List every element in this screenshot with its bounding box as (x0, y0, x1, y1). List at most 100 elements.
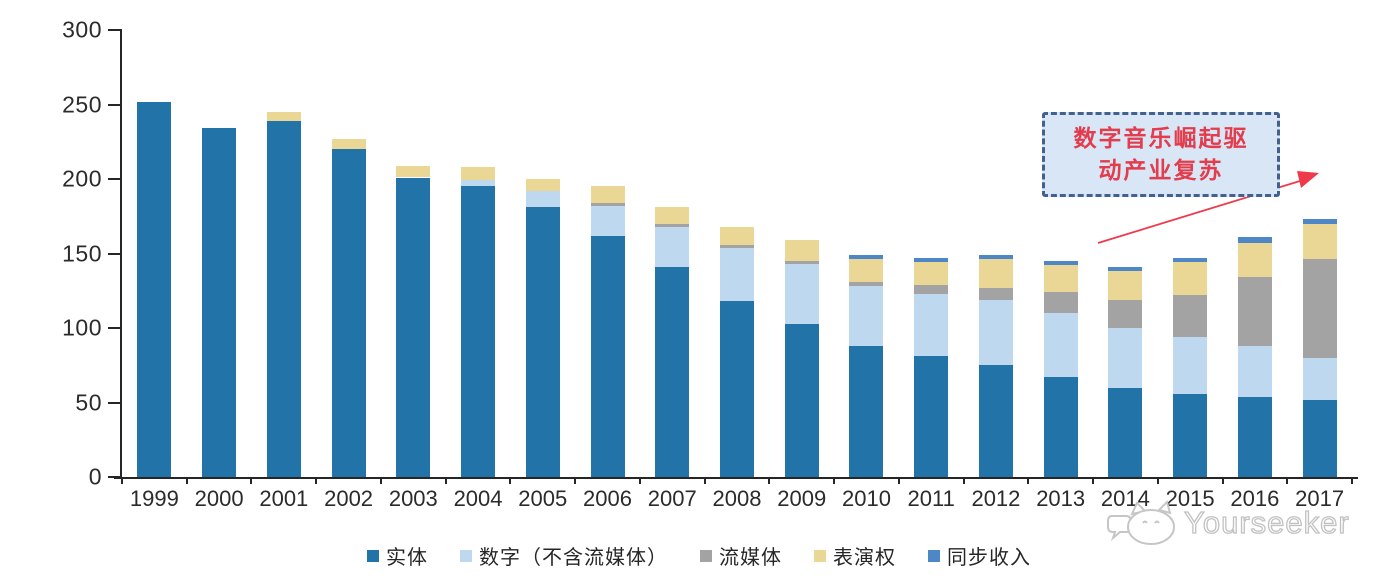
bar-segment-2011 (914, 284, 949, 294)
bar-segment-2006 (590, 235, 625, 477)
bar-segment-2016 (1237, 243, 1272, 278)
bar-segment-2002 (331, 149, 366, 477)
y-tick-label: 250 (62, 91, 102, 117)
chart-legend: 实体 数字（不含流媒体） 流媒体 表演权 同步收入 (367, 541, 1031, 570)
x-tick-label-2010: 2010 (841, 486, 891, 511)
x-tick-mark (379, 477, 382, 484)
legend-swatch-icon (367, 549, 379, 562)
bar-segment-2015 (1173, 393, 1208, 477)
x-tick-mark (1156, 477, 1159, 484)
bar-segment-2016 (1237, 237, 1272, 244)
x-tick-label-2017: 2017 (1295, 486, 1345, 511)
legend-item: 数字（不含流媒体） (460, 541, 668, 570)
bar-segment-2006 (590, 186, 625, 203)
bar-segment-2009 (784, 263, 819, 324)
x-tick-label-2004: 2004 (453, 486, 503, 511)
bar-segment-2007 (655, 266, 690, 477)
legend-swatch-icon (928, 549, 940, 562)
legend-item: 实体 (367, 541, 428, 570)
x-tick-label-2009: 2009 (777, 486, 827, 511)
y-tick-label: 150 (62, 240, 102, 266)
y-tick-mark (108, 327, 120, 329)
legend-swatch-icon (814, 549, 826, 562)
y-tick-mark (108, 401, 120, 404)
bar-segment-2015 (1173, 262, 1208, 296)
bar-segment-2007 (655, 207, 690, 224)
bar-segment-2007 (655, 223, 690, 227)
x-tick-label-2013: 2013 (1036, 486, 1086, 511)
y-tick-label: 300 (62, 16, 102, 43)
legend-item: 同步收入 (928, 541, 1031, 570)
bar-segment-2010 (849, 259, 884, 282)
bar-segment-2016 (1237, 277, 1272, 346)
x-tick-mark (1027, 477, 1030, 484)
x-axis-line (114, 477, 1358, 479)
x-tick-label-2012: 2012 (971, 486, 1021, 511)
bar-segment-2010 (849, 286, 884, 346)
bar-segment-2014 (1108, 271, 1143, 300)
x-tick-label-1999: 1999 (129, 486, 179, 511)
watermark-brand: Yourseeker (1183, 504, 1350, 540)
legend-item: 表演权 (814, 541, 896, 570)
bar-segment-2003 (396, 165, 431, 178)
x-tick-mark (444, 477, 447, 484)
y-tick-mark (108, 103, 120, 106)
legend-swatch-icon (460, 549, 472, 562)
bar-segment-2010 (849, 281, 884, 287)
x-tick-label-2015: 2015 (1165, 486, 1215, 511)
y-tick-mark (108, 252, 120, 255)
bar-segment-2004 (461, 186, 496, 477)
y-tick-label: 50 (75, 389, 102, 415)
x-tick-mark (185, 477, 188, 484)
bar-segment-2015 (1173, 295, 1208, 337)
legend-label: 流媒体 (719, 545, 782, 569)
bar-segment-2012 (978, 254, 1013, 260)
bar-segment-2006 (590, 205, 625, 236)
legend-label: 表演权 (833, 545, 896, 569)
bar-segment-2008 (720, 247, 754, 302)
bar-segment-2012 (978, 287, 1013, 300)
bar-segment-2011 (914, 356, 949, 477)
bar-segment-2009 (784, 260, 819, 264)
bar-segment-2016 (1237, 345, 1272, 397)
legend-swatch-icon (700, 549, 712, 562)
x-tick-mark (768, 477, 771, 484)
x-tick-mark (509, 477, 512, 484)
bar-segment-2016 (1237, 396, 1272, 477)
legend-item: 流媒体 (700, 541, 782, 570)
watermark: Yourseeker (1102, 498, 1350, 548)
bar-segment-2014 (1108, 328, 1143, 388)
bar-segment-2013 (1043, 292, 1078, 314)
annotation-callout: 数字音乐崛起驱 动产业复苏 (1042, 112, 1280, 197)
y-tick-mark (108, 476, 120, 478)
x-tick-label-2002: 2002 (324, 486, 374, 511)
bar-segment-2010 (849, 254, 884, 260)
bar-segment-2013 (1043, 265, 1078, 293)
x-tick-mark (897, 477, 900, 484)
bar-segment-2014 (1108, 266, 1143, 272)
x-tick-mark (1286, 477, 1289, 484)
bar-segment-2005 (525, 179, 560, 191)
x-tick-label-2005: 2005 (518, 486, 568, 511)
bar-segment-2011 (914, 257, 949, 263)
bar-segment-2017 (1302, 357, 1337, 400)
x-tick-mark (315, 477, 318, 484)
bar-segment-2017 (1302, 259, 1337, 358)
bar-segment-2005 (525, 190, 560, 208)
bar-segment-2013 (1043, 313, 1078, 378)
y-tick-label: 0 (88, 463, 102, 490)
legend-label: 同步收入 (947, 545, 1031, 569)
y-tick-label: 200 (62, 165, 102, 192)
x-tick-mark (1221, 477, 1224, 484)
legend-label: 实体 (386, 545, 428, 569)
bar-segment-2009 (784, 323, 819, 477)
bar-segment-2001 (266, 120, 301, 477)
x-tick-label-2006: 2006 (583, 486, 632, 511)
x-tick-mark (1351, 477, 1353, 484)
bar-segment-2014 (1108, 387, 1143, 477)
bar-segment-2005 (525, 207, 560, 477)
x-tick-label-2007: 2007 (647, 486, 697, 511)
bar-segment-2008 (720, 226, 754, 245)
bar-segment-2017 (1302, 223, 1337, 260)
